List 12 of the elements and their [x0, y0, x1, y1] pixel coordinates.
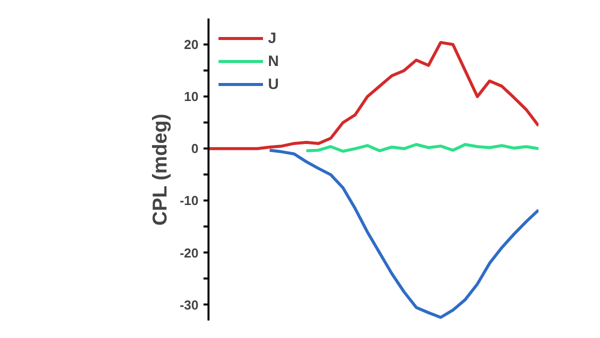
legend-label: N — [268, 52, 280, 70]
line-series — [268, 148, 538, 319]
y-tick-label: -30 — [180, 297, 199, 312]
y-tick-label: -20 — [180, 245, 199, 260]
line-series — [304, 143, 538, 153]
y-tick-label: 20 — [184, 37, 199, 52]
y-tick-label: -10 — [180, 193, 199, 208]
legend-label: J — [268, 30, 278, 46]
legend-label: U — [268, 76, 280, 92]
y-axis-title: CPL (mdeg) — [150, 114, 172, 226]
y-tick-label: 0 — [191, 141, 199, 156]
y-tick-label: 10 — [184, 89, 199, 104]
